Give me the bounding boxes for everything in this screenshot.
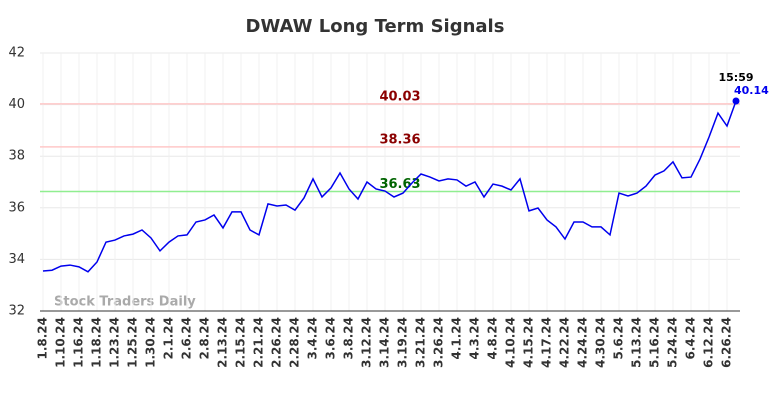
last-value: 40.14 [734, 84, 769, 97]
x-tick-label: 2.6.24 [180, 317, 194, 360]
x-tick-label: 4.17.24 [540, 317, 554, 368]
last-point [732, 97, 740, 105]
x-tick-label: 1.23.24 [108, 317, 122, 368]
price-line [42, 100, 737, 273]
x-tick-label: 2.28.24 [288, 317, 302, 368]
x-tick-label: 1.8.24 [36, 317, 50, 360]
x-tick-label: 1.30.24 [144, 317, 158, 368]
x-tick-label: 2.21.24 [252, 317, 266, 368]
x-tick-label: 1.18.24 [90, 317, 104, 368]
y-tick-label: 40 [8, 97, 25, 112]
x-tick-label: 5.24.24 [666, 317, 680, 368]
y-tick-label: 38 [8, 149, 25, 164]
x-tick-label: 2.8.24 [198, 317, 212, 360]
x-tick-label: 6.26.24 [720, 317, 734, 368]
x-tick-label: 4.15.24 [522, 317, 536, 368]
signal-label: 38.36 [379, 132, 420, 147]
x-tick-label: 2.1.24 [162, 317, 176, 360]
x-tick-label: 5.16.24 [648, 317, 662, 368]
x-tick-label: 4.30.24 [594, 317, 608, 368]
signal-label: 40.03 [379, 89, 420, 104]
x-tick-label: 5.13.24 [630, 317, 644, 368]
x-tick-label: 1.10.24 [54, 317, 68, 368]
y-tick-label: 42 [8, 46, 25, 61]
x-tick-label: 5.6.24 [612, 317, 626, 360]
x-tick-label: 3.14.24 [378, 317, 392, 368]
x-tick-label: 4.24.24 [576, 317, 590, 368]
x-tick-label: 6.12.24 [702, 317, 716, 368]
watermark: Stock Traders Daily [54, 295, 196, 310]
x-tick-label: 2.26.24 [270, 317, 284, 368]
y-tick-label: 34 [8, 252, 25, 267]
x-tick-label: 3.12.24 [360, 317, 374, 368]
x-tick-label: 4.8.24 [486, 317, 500, 360]
x-tick-label: 3.4.24 [306, 317, 320, 360]
x-tick-label: 4.10.24 [504, 317, 518, 368]
x-tick-label: 1.16.24 [72, 317, 86, 368]
x-tick-label: 3.21.24 [414, 317, 428, 368]
x-tick-label: 3.6.24 [324, 317, 338, 360]
chart-title: DWAW Long Term Signals [246, 16, 505, 37]
x-tick-label: 3.8.24 [342, 317, 356, 360]
x-tick-label: 2.13.24 [216, 317, 230, 368]
x-tick-label: 6.4.24 [684, 317, 698, 360]
signal-label: 36.63 [379, 177, 420, 192]
x-tick-label: 1.25.24 [126, 317, 140, 368]
y-tick-label: 36 [8, 200, 25, 215]
x-tick-label: 3.26.24 [432, 317, 446, 368]
x-tick-label: 4.1.24 [450, 317, 464, 360]
x-tick-label: 2.15.24 [234, 317, 248, 368]
y-tick-label: 32 [8, 304, 25, 319]
x-tick-label: 3.19.24 [396, 317, 410, 368]
x-tick-label: 4.22.24 [558, 317, 572, 368]
last-time: 15:59 [718, 71, 753, 84]
x-tick-label: 4.3.24 [468, 317, 482, 360]
